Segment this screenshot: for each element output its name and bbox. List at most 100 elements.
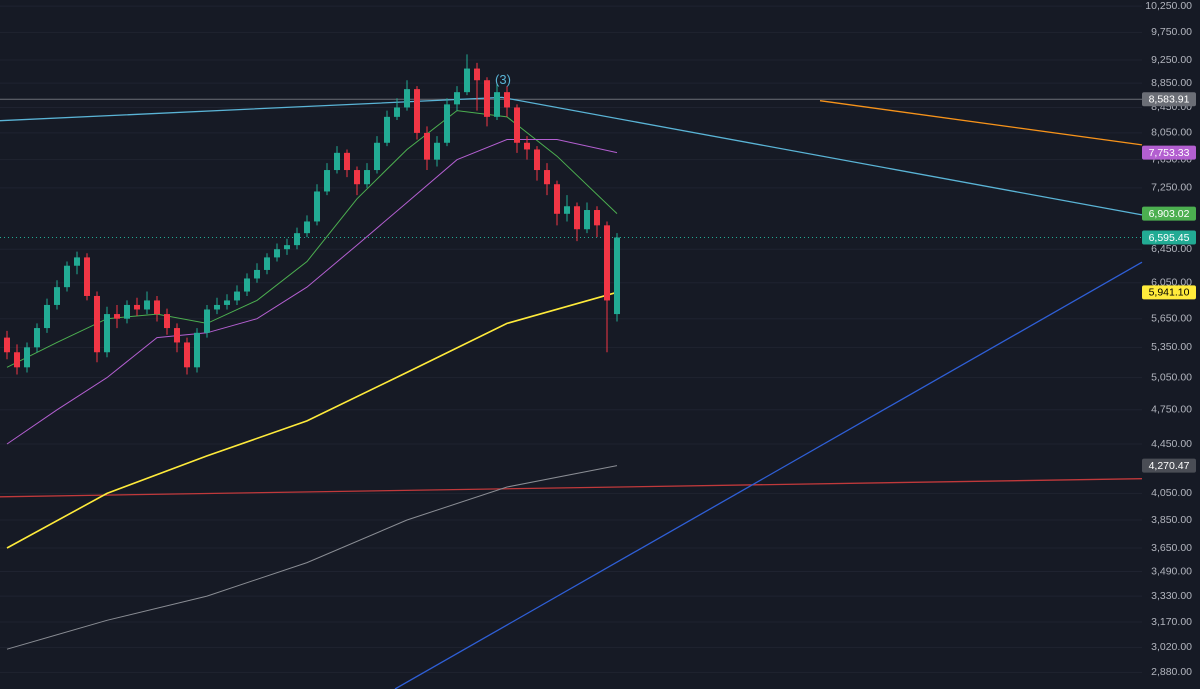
- candle-body: [314, 191, 320, 222]
- price-label-box: [1142, 458, 1196, 473]
- y-tick-label: 5,650.00: [1151, 312, 1192, 324]
- candle-body: [114, 314, 120, 319]
- candle-body: [384, 116, 390, 143]
- candle-body: [354, 170, 360, 185]
- candle-body: [394, 107, 400, 117]
- candle-body: [84, 257, 90, 296]
- candle-body: [14, 352, 20, 368]
- price-label: 4,270.47: [1149, 460, 1190, 472]
- candle-body: [554, 184, 560, 214]
- y-tick-label: 4,450.00: [1151, 438, 1192, 450]
- candle-body: [334, 152, 340, 171]
- candle-body: [574, 206, 580, 230]
- moving-average: [6, 139, 618, 445]
- candle-body: [274, 249, 280, 258]
- y-tick-label: 6,450.00: [1151, 243, 1192, 255]
- y-tick-label: 4,050.00: [1151, 487, 1192, 499]
- y-tick-label: 3,020.00: [1151, 641, 1192, 653]
- candle-body: [604, 225, 610, 301]
- candle-body: [404, 89, 410, 108]
- candle-body: [54, 287, 60, 305]
- price-label-box: [1142, 230, 1196, 245]
- candle-body: [34, 328, 40, 348]
- candle-body: [24, 347, 30, 368]
- y-tick-label: 9,750.00: [1151, 26, 1192, 38]
- candle-body: [4, 337, 10, 353]
- candle-body: [304, 221, 310, 234]
- candle-body: [544, 170, 550, 185]
- candle-body: [514, 107, 520, 143]
- candle-body: [154, 300, 160, 315]
- candle-body: [74, 257, 80, 266]
- candle-body: [344, 152, 350, 171]
- candle-body: [294, 233, 300, 246]
- price-label-box: [1142, 206, 1196, 221]
- candle-body: [324, 170, 330, 192]
- candle-body: [174, 328, 180, 343]
- candle-body: [374, 142, 380, 171]
- candle-body: [44, 304, 50, 329]
- y-tick-label: 2,880.00: [1151, 666, 1192, 678]
- trend-line: [819, 100, 1143, 146]
- candle-body: [134, 304, 140, 310]
- candle-body: [454, 92, 460, 105]
- candle-body: [224, 300, 230, 305]
- price-label-box: [1142, 92, 1196, 107]
- y-tick-label: 8,050.00: [1151, 127, 1192, 139]
- candle-body: [104, 314, 110, 353]
- candle-body: [414, 89, 420, 133]
- candle-body: [194, 332, 200, 368]
- candle-body: [424, 132, 430, 160]
- y-tick-label: 3,850.00: [1151, 514, 1192, 526]
- price-label-box: [1142, 145, 1196, 160]
- price-label-box: [1142, 285, 1196, 300]
- candle-body: [364, 170, 370, 185]
- price-label: 8,583.91: [1149, 93, 1190, 105]
- candle-body: [614, 237, 620, 315]
- y-tick-label: 10,250.00: [1145, 0, 1192, 12]
- candle-body: [504, 92, 510, 108]
- y-tick-label: 5,050.00: [1151, 371, 1192, 383]
- candle-body: [204, 309, 210, 333]
- candle-body: [124, 304, 130, 319]
- candle-body: [444, 104, 450, 143]
- candle-body: [284, 245, 290, 250]
- candle-body: [434, 142, 440, 160]
- y-tick-label: 9,250.00: [1151, 54, 1192, 66]
- price-label: 5,941.10: [1149, 287, 1190, 299]
- y-tick-label: 3,170.00: [1151, 616, 1192, 628]
- trend-line: [0, 96, 1143, 216]
- y-tick-label: 4,750.00: [1151, 404, 1192, 416]
- candle-body: [214, 304, 220, 310]
- moving-average: [6, 291, 618, 549]
- candle-body: [484, 80, 490, 117]
- candle-body: [564, 206, 570, 214]
- trend-line: [0, 478, 1143, 498]
- trend-line: [394, 261, 1143, 689]
- candle-body: [474, 68, 480, 81]
- price-label: 7,753.33: [1149, 147, 1190, 159]
- candle-body: [264, 257, 270, 270]
- moving-average: [6, 465, 618, 650]
- candle-body: [164, 314, 170, 329]
- y-tick-label: 3,490.00: [1151, 565, 1192, 577]
- candle-body: [184, 342, 190, 368]
- candle-body: [244, 278, 250, 292]
- y-tick-label: 3,330.00: [1151, 590, 1192, 602]
- candle-body: [94, 295, 100, 353]
- y-tick-label: 8,850.00: [1151, 77, 1192, 89]
- annotation: (3): [495, 72, 511, 87]
- candle-body: [234, 291, 240, 301]
- price-label: 6,595.45: [1149, 232, 1190, 244]
- candle-body: [254, 269, 260, 279]
- y-tick-label: 7,250.00: [1151, 182, 1192, 194]
- candle-body: [64, 265, 70, 288]
- candle-body: [464, 68, 470, 93]
- candle-body: [584, 210, 590, 230]
- y-tick-label: 3,650.00: [1151, 542, 1192, 554]
- candle-body: [534, 149, 540, 171]
- candle-body: [144, 300, 150, 310]
- candle-body: [524, 142, 530, 150]
